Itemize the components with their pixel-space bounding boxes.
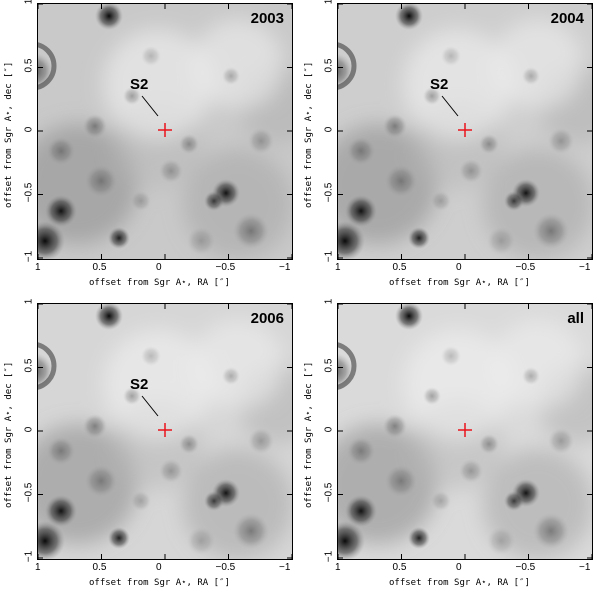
panel-2006: 2006 S2 1 0.5 0 −0.5 −1 −1 −0.5 0 0.5 1 offset from … xyxy=(0,299,300,598)
x-tick-label: 0.5 xyxy=(92,562,107,573)
y-tick-label: −1 xyxy=(323,550,335,563)
image-frame: 2003 S2 xyxy=(37,3,293,260)
panel-2003: 2003 S2 1 0.5 0 −0.5 −1 −1 −0.5 0 0.5 1 offset from … xyxy=(0,0,300,298)
epoch-label: all xyxy=(567,310,584,327)
sgr-a-star-marker xyxy=(158,423,172,437)
image-frame: all xyxy=(337,303,593,560)
x-tick-label: −1 xyxy=(279,562,291,573)
y-axis-label: offset from Sgr A⋆, dec [″] xyxy=(4,361,14,508)
y-tick-label: −0.5 xyxy=(323,182,335,203)
x-tick-label: −0.5 xyxy=(515,562,536,573)
sgr-a-star-marker xyxy=(458,123,472,137)
y-tick-label: 1 xyxy=(23,0,35,5)
x-tick-label: −0.5 xyxy=(215,262,236,273)
x-tick-label: −1 xyxy=(279,262,291,273)
s2-pointer xyxy=(441,95,459,117)
y-tick-label: −0.5 xyxy=(23,482,35,503)
y-tick-label: 0.5 xyxy=(23,58,35,73)
x-tick-label: 0.5 xyxy=(392,562,407,573)
x-tick-label: −0.5 xyxy=(515,262,536,273)
x-axis-label: offset from Sgr A⋆, RA [″] xyxy=(89,578,230,588)
y-tick-label: 0 xyxy=(23,426,35,432)
epoch-label: 2006 xyxy=(250,310,284,327)
y-tick-label: 0 xyxy=(323,126,335,132)
x-tick-label: 0 xyxy=(156,262,162,273)
x-axis-label: offset from Sgr A⋆, RA [″] xyxy=(89,278,230,288)
x-tick-label: 1 xyxy=(35,562,41,573)
x-tick-label: 0 xyxy=(456,262,462,273)
y-tick-label: −1 xyxy=(23,550,35,563)
x-tick-label: 1 xyxy=(335,562,341,573)
y-axis-label: offset from Sgr A⋆, dec [″] xyxy=(4,61,14,208)
s2-star-label: S2 xyxy=(130,376,149,393)
s2-star-label: S2 xyxy=(430,76,449,93)
x-tick-label: 1 xyxy=(35,262,41,273)
sky-image xyxy=(38,304,292,559)
x-tick-label: 1 xyxy=(335,262,341,273)
y-tick-label: 1 xyxy=(323,298,335,305)
y-tick-label: 0 xyxy=(323,426,335,432)
x-axis-label: offset from Sgr A⋆, RA [″] xyxy=(389,278,530,288)
y-tick-label: 0.5 xyxy=(323,58,335,73)
y-axis-label: offset from Sgr A⋆, dec [″] xyxy=(304,61,314,208)
y-tick-label: 0.5 xyxy=(323,358,335,373)
sky-image xyxy=(338,4,592,259)
y-tick-label: 1 xyxy=(323,0,335,5)
x-tick-label: 0.5 xyxy=(392,262,407,273)
sgr-a-star-marker xyxy=(458,423,472,437)
panel-all: all 1 0.5 0 −0.5 −1 −1 −0.5 0 0.5 1 offset from Sgr… xyxy=(300,299,600,598)
y-axis-label: offset from Sgr A⋆, dec [″] xyxy=(304,361,314,508)
y-tick-label: −1 xyxy=(323,250,335,263)
y-tick-label: 1 xyxy=(23,298,35,305)
s2-star-label: S2 xyxy=(130,76,149,93)
x-tick-label: −1 xyxy=(579,562,591,573)
image-frame: 2004 S2 xyxy=(337,3,593,260)
epoch-label: 2003 xyxy=(250,10,284,27)
y-tick-label: 0.5 xyxy=(23,358,35,373)
y-tick-label: −1 xyxy=(23,250,35,263)
x-tick-label: −1 xyxy=(579,262,591,273)
x-tick-label: 0 xyxy=(456,562,462,573)
s2-pointer xyxy=(141,95,159,117)
sgr-a-star-marker xyxy=(158,123,172,137)
image-frame: 2006 S2 xyxy=(37,303,293,560)
x-tick-label: 0 xyxy=(156,562,162,573)
sky-image xyxy=(38,4,292,259)
x-axis-label: offset from Sgr A⋆, RA [″] xyxy=(389,578,530,588)
y-tick-label: −0.5 xyxy=(323,482,335,503)
x-tick-label: 0.5 xyxy=(92,262,107,273)
sky-image xyxy=(338,304,592,559)
y-tick-label: 0 xyxy=(23,126,35,132)
x-tick-label: −0.5 xyxy=(215,562,236,573)
s2-pointer xyxy=(141,395,159,417)
panel-2004: 2004 S2 1 0.5 0 −0.5 −1 −1 −0.5 0 0.5 1 offset from … xyxy=(300,0,600,298)
y-tick-label: −0.5 xyxy=(23,182,35,203)
epoch-label: 2004 xyxy=(550,10,584,27)
